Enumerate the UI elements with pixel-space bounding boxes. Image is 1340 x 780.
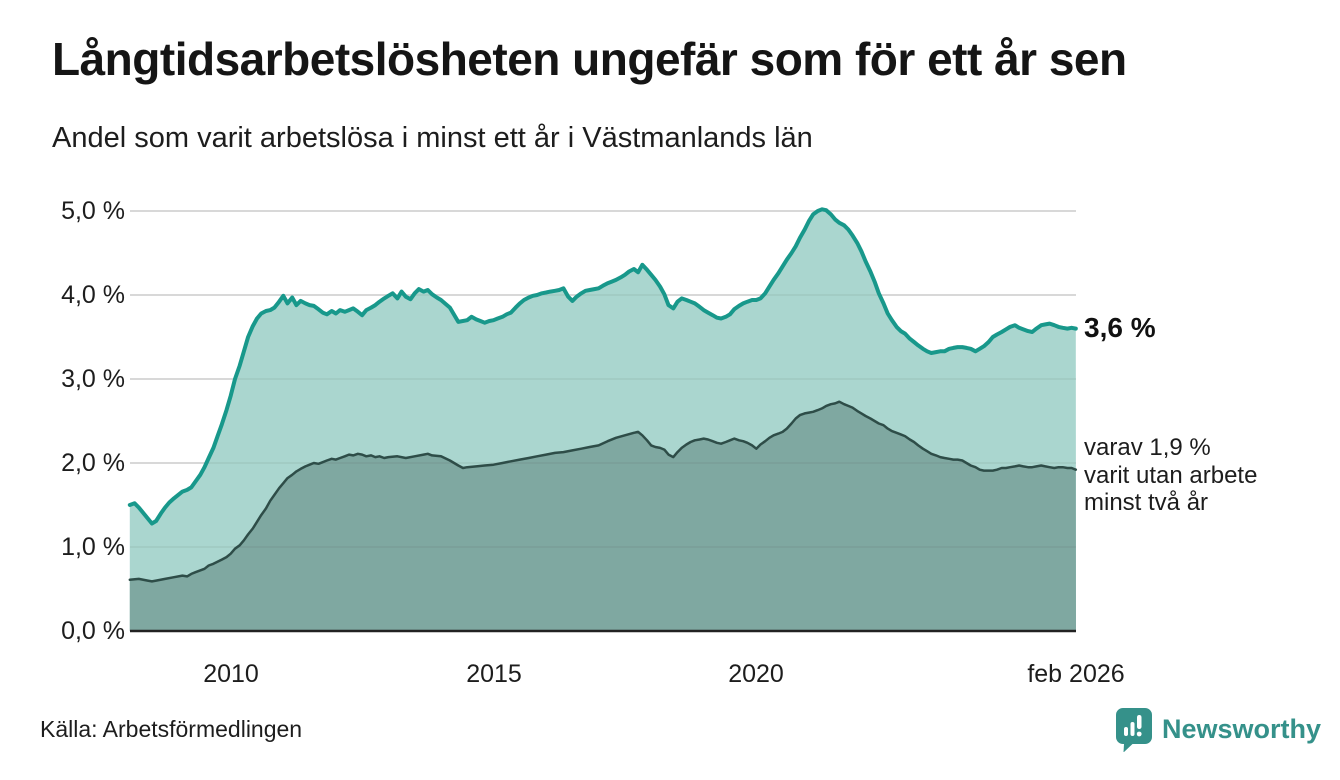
y-axis-label: 5,0 % [61, 197, 125, 225]
x-axis-label: 2010 [203, 660, 259, 688]
secondary-value-annotation: varav 1,9 % varit utan arbete minst två … [1084, 434, 1334, 517]
secondary-annotation-line: varav 1,9 % [1084, 434, 1211, 461]
y-axis-label: 4,0 % [61, 281, 125, 309]
page-title: Långtidsarbetslösheten ungefär som för e… [52, 33, 1127, 85]
source-note: Källa: Arbetsförmedlingen [40, 716, 303, 742]
y-axis-label: 2,0 % [61, 449, 125, 477]
y-axis-label: 3,0 % [61, 365, 125, 393]
x-axis-label: feb 2026 [1027, 660, 1125, 688]
newsworthy-logo: Newsworthy [1114, 706, 1321, 752]
x-axis-label: 2015 [466, 660, 522, 688]
secondary-annotation-line: minst två år [1084, 489, 1209, 516]
x-axis-label: 2020 [728, 660, 784, 688]
y-axis-label: 1,0 % [61, 533, 125, 561]
page-subtitle: Andel som varit arbetslösa i minst ett å… [52, 122, 813, 154]
newsworthy-chart-bubble-icon [1116, 708, 1152, 752]
y-axis-label: 0,0 % [61, 617, 125, 645]
newsworthy-wordmark: Newsworthy [1162, 714, 1322, 744]
secondary-annotation-line: varit utan arbete [1084, 461, 1258, 489]
latest-value-label: 3,6 % [1084, 312, 1156, 343]
